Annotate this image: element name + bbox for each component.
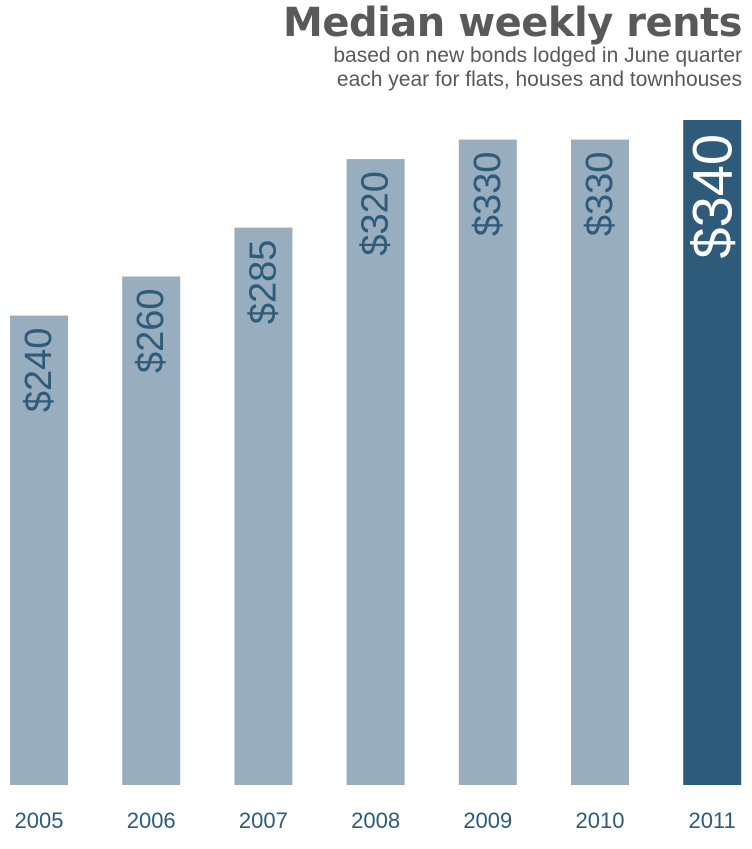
bar-2005	[10, 315, 68, 785]
year-label-2008: 2008	[351, 808, 400, 833]
value-label-2005: $240	[18, 328, 60, 413]
bar-2008	[346, 159, 405, 786]
value-label-2006: $260	[130, 289, 172, 374]
chart-title: Median weekly rents	[283, 0, 742, 46]
subtitle-line-2: each year for flats, houses and townhous…	[336, 68, 742, 91]
subtitle-line-1: based on new bonds lodged in June quarte…	[333, 44, 742, 67]
year-label-2006: 2006	[127, 808, 176, 833]
value-label-2008: $320	[355, 171, 397, 256]
value-label-2011: $340	[681, 134, 744, 259]
chart-subtitle: based on new bonds lodged in June quarte…	[333, 44, 742, 92]
value-label-2010: $330	[579, 152, 621, 237]
year-label-2010: 2010	[576, 808, 625, 833]
bar-2006	[122, 276, 181, 785]
bar-2007	[234, 227, 293, 786]
value-label-2007: $285	[242, 240, 284, 325]
bar-2009	[458, 139, 517, 786]
value-label-2009: $330	[467, 152, 509, 237]
bar-2011	[683, 120, 742, 785]
year-label-2009: 2009	[463, 808, 512, 833]
year-label-2011: 2011	[689, 808, 736, 833]
year-label-2005: 2005	[15, 808, 64, 833]
year-label-2007: 2007	[239, 808, 288, 833]
bar-2010	[571, 139, 629, 786]
